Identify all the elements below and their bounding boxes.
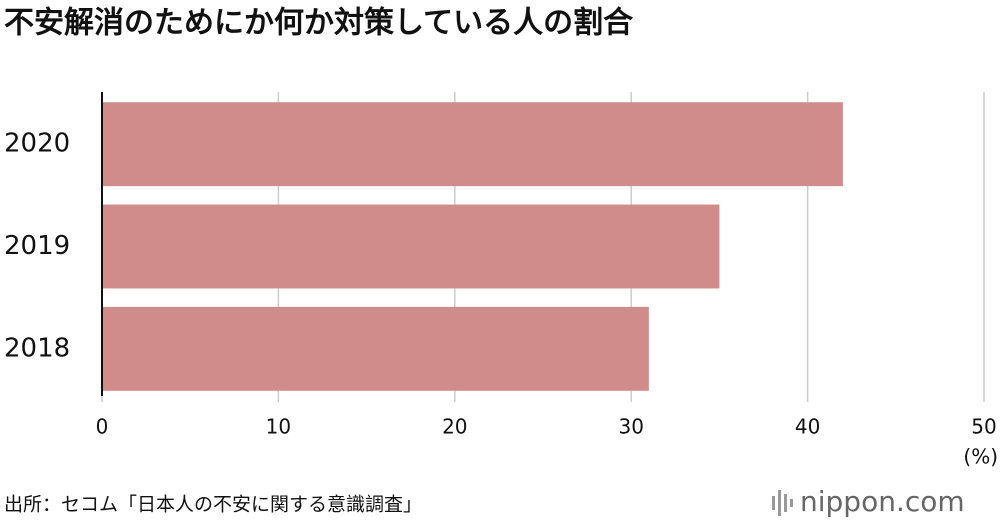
bar	[102, 204, 720, 289]
x-axis-unit: (%)	[963, 445, 998, 469]
x-tick-label: 0	[96, 415, 109, 439]
x-tick-label: 50	[971, 415, 996, 439]
bar	[102, 306, 649, 391]
y-tick-label: 2018	[4, 333, 70, 363]
logo: nippon.com	[800, 485, 965, 518]
y-tick-label: 2020	[4, 129, 70, 159]
source: 出所：セコム「日本人の不安に関する意識調査」	[4, 494, 422, 516]
bar	[102, 102, 843, 187]
x-tick-label: 20	[442, 415, 467, 439]
x-tick-label: 40	[795, 415, 820, 439]
chart-title: 不安解消のためにか何か対策している人の割合	[4, 6, 633, 41]
x-tick-label: 30	[618, 415, 643, 439]
logo-icon	[772, 490, 793, 516]
y-tick-label: 2019	[4, 231, 70, 261]
x-tick-label: 10	[266, 415, 291, 439]
